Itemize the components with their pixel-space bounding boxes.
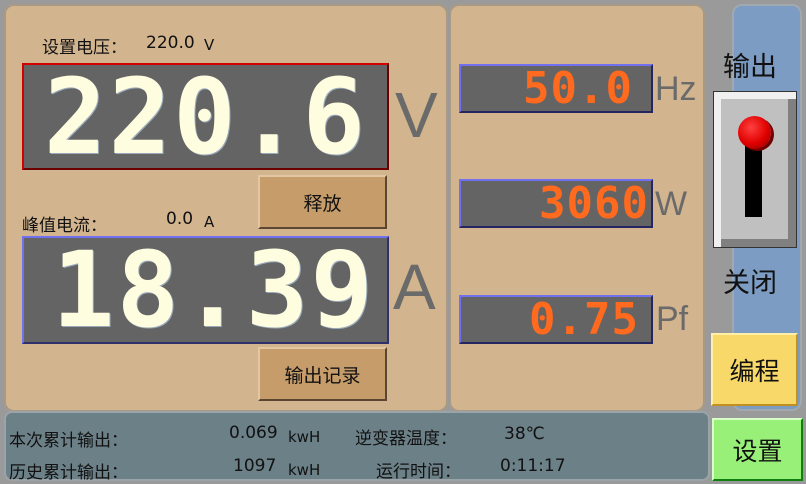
switch-lever [745,137,762,217]
runtime-label: 运行时间： [376,462,461,482]
settings-button[interactable]: 设置 [712,418,803,481]
power-display: 3060 [459,179,653,228]
current-unit: A [393,251,436,323]
total-output-unit: kwH [288,461,321,479]
program-button[interactable]: 编程 [711,333,798,406]
release-button[interactable]: 释放 [258,175,387,229]
output-state-label: 关闭 [723,268,777,299]
switch-knob-icon [738,116,771,149]
power-factor-value: 0.75 [529,295,639,344]
session-output-value: 0.069 [229,423,278,443]
total-output-label: 历史累计输出： [9,463,128,483]
voltage-reading: 220.6 [43,63,367,170]
frequency-value: 50.0 [523,64,633,113]
status-bar [4,411,710,481]
output-toggle-switch[interactable] [713,91,797,248]
output-title: 输出 [723,52,777,83]
frequency-unit: Hz [655,70,697,108]
voltage-display: 220.6 [22,63,389,170]
runtime-value: 0:11:17 [500,456,566,476]
peak-current-label: 峰值电流： [22,216,107,236]
set-voltage-value: 220.0 [146,33,195,53]
session-output-unit: kwH [288,428,321,446]
output-record-button[interactable]: 输出记录 [258,347,387,401]
current-display: 18.39 [22,236,389,344]
session-output-label: 本次累计输出： [9,431,128,451]
voltage-unit: V [395,79,438,151]
inverter-temp-label: 逆变器温度： [355,429,457,449]
power-value: 3060 [539,179,649,228]
total-output-value: 1097 [233,456,277,476]
power-factor-unit: Pf [656,300,689,338]
peak-current-unit: A [204,213,215,231]
power-unit: W [655,185,688,223]
set-voltage-unit: V [204,36,215,54]
current-reading: 18.39 [51,236,375,344]
set-voltage-label: 设置电压： [42,38,127,58]
power-factor-display: 0.75 [459,295,653,344]
inverter-temp-value: 38℃ [504,424,545,444]
peak-current-value: 0.0 [166,209,194,229]
frequency-display: 50.0 [459,64,653,113]
